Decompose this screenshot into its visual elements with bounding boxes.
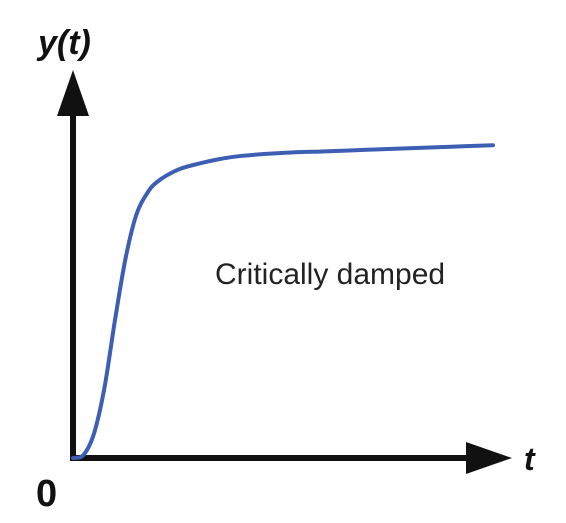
origin-label: 0 xyxy=(36,473,57,515)
plot-area xyxy=(71,143,495,460)
y-axis-arrowhead xyxy=(57,70,89,116)
x-axis-label: t xyxy=(524,441,536,477)
y-axis-label: y(t) xyxy=(36,24,91,62)
series-line-0 xyxy=(71,143,495,460)
x-axis-arrowhead xyxy=(466,442,512,474)
curve-annotation: Critically damped xyxy=(215,258,445,291)
